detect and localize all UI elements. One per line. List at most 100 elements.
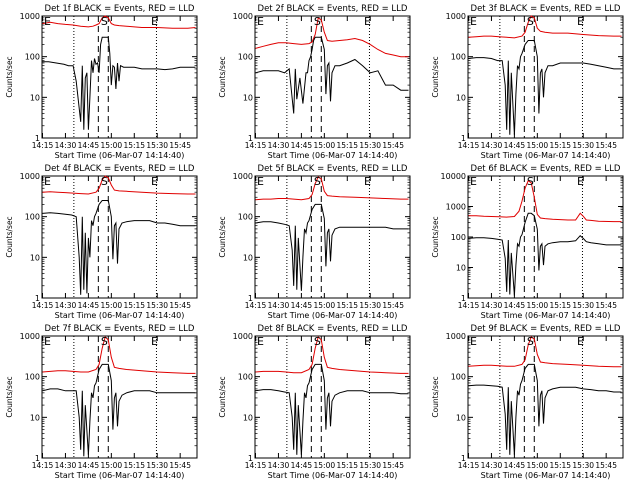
x-tick-label: 14:45 — [291, 301, 313, 310]
x-tick-label: 14:30 — [481, 301, 503, 310]
lld-series-line — [42, 175, 196, 195]
plot-frame — [41, 175, 198, 299]
y-axis-label: Counts/sec — [431, 376, 440, 417]
x-axis-label: Start Time (06-Mar-07 14:14:40) — [481, 151, 611, 160]
start-marker-label: S — [101, 175, 108, 188]
panel-9: Det 9f BLACK = Events, RED = LLD 1 10 100 10… — [431, 324, 624, 480]
panel-title: Det 8f BLACK = Events, RED = LLD — [258, 324, 408, 334]
x-tick-label: 15:00 — [101, 461, 123, 470]
y-tick-label: 100 — [238, 53, 253, 62]
y-tick-label: 1000 — [20, 172, 40, 181]
x-axis-label: Start Time (06-Mar-07 14:14:40) — [55, 471, 185, 480]
x-tick-label: 15:15 — [123, 461, 145, 470]
plot-frame — [41, 15, 198, 139]
plot-frame — [467, 335, 624, 459]
events-series-line — [468, 212, 622, 296]
x-tick-label: 14:15 — [458, 461, 480, 470]
start-marker-label: S — [314, 175, 321, 188]
panel-8: Det 8f BLACK = Events, RED = LLD 1 10 100 10… — [218, 324, 411, 480]
x-tick-label: 15:45 — [169, 461, 191, 470]
x-tick-label: 14:30 — [268, 141, 290, 150]
events-series-line — [42, 363, 196, 457]
x-tick-label: 15:00 — [101, 141, 123, 150]
x-axis-label: Start Time (06-Mar-07 14:14:40) — [55, 311, 185, 320]
y-tick-label: 10 — [456, 93, 466, 102]
y-tick-label: 100 — [25, 53, 40, 62]
x-tick-label: 14:45 — [291, 141, 313, 150]
x-tick-label: 15:00 — [314, 461, 336, 470]
x-tick-label: 14:15 — [32, 461, 54, 470]
x-tick-label: 14:30 — [481, 461, 503, 470]
end-marker-label: E — [44, 175, 51, 188]
y-tick-label: 100 — [451, 373, 466, 382]
y-tick-label: 10 — [456, 413, 466, 422]
x-tick-label: 15:45 — [595, 301, 617, 310]
start-marker-label: S — [101, 15, 108, 28]
y-tick-label: 1 — [248, 134, 253, 143]
x-tick-label: 14:30 — [55, 141, 77, 150]
x-tick-label: 15:00 — [314, 301, 336, 310]
x-tick-label: 15:15 — [549, 141, 571, 150]
x-tick-label: 15:45 — [595, 141, 617, 150]
x-tick-label: 14:30 — [55, 461, 77, 470]
x-tick-label: 14:45 — [78, 461, 100, 470]
end-marker-label: E — [364, 15, 371, 28]
y-tick-label: 1000 — [446, 12, 466, 21]
x-tick-label: 15:00 — [527, 301, 549, 310]
panel-title: Det 2f BLACK = Events, RED = LLD — [258, 4, 408, 14]
end-marker-label: E — [151, 15, 158, 28]
panel-4: Det 4f BLACK = Events, RED = LLD 1 10 100 10… — [5, 164, 198, 320]
start-marker-label: S — [314, 335, 321, 348]
x-tick-label: 15:00 — [527, 461, 549, 470]
end-marker-label: E — [151, 335, 158, 348]
lld-series-line — [468, 336, 622, 368]
x-tick-label: 14:45 — [291, 461, 313, 470]
x-tick-label: 14:30 — [268, 461, 290, 470]
y-tick-label: 100 — [25, 213, 40, 222]
end-marker-label: E — [577, 15, 584, 28]
x-tick-label: 14:30 — [55, 301, 77, 310]
lld-series-line — [42, 15, 196, 29]
x-tick-label: 14:45 — [504, 301, 526, 310]
x-tick-label: 14:30 — [481, 141, 503, 150]
x-tick-label: 15:45 — [382, 141, 404, 150]
y-tick-label: 1 — [248, 454, 253, 463]
y-axis-label: Counts/sec — [5, 376, 14, 417]
y-tick-label: 10 — [243, 253, 253, 262]
x-tick-label: 15:15 — [549, 301, 571, 310]
x-tick-label: 14:15 — [245, 461, 267, 470]
end-marker-label: E — [470, 15, 477, 28]
lld-series-line — [255, 335, 409, 374]
end-marker-label: E — [577, 175, 584, 188]
panel-title: Det 6f BLACK = Events, RED = LLD — [471, 164, 621, 174]
plot-frame — [41, 335, 198, 459]
x-tick-label: 14:45 — [78, 141, 100, 150]
panel-6: Det 6f BLACK = Events, RED = LLD 1 10 100 10… — [431, 164, 624, 320]
end-marker-label: E — [44, 15, 51, 28]
panel-title: Det 9f BLACK = Events, RED = LLD — [471, 324, 621, 334]
x-tick-label: 15:45 — [382, 301, 404, 310]
x-tick-label: 15:45 — [382, 461, 404, 470]
y-tick-label: 1000 — [446, 332, 466, 341]
lld-series-line — [255, 176, 409, 201]
events-series-line — [255, 363, 409, 455]
plot-frame — [467, 175, 624, 299]
x-axis-label: Start Time (06-Mar-07 14:14:40) — [268, 471, 398, 480]
y-tick-label: 10 — [30, 413, 40, 422]
y-tick-label: 100 — [451, 53, 466, 62]
x-tick-label: 15:30 — [146, 301, 168, 310]
y-tick-label: 10 — [243, 413, 253, 422]
x-tick-label: 15:30 — [146, 461, 168, 470]
start-marker-label: S — [527, 175, 534, 188]
y-tick-label: 1 — [35, 294, 40, 303]
x-tick-label: 14:30 — [268, 301, 290, 310]
lld-series-line — [255, 17, 409, 58]
panel-1: Det 1f BLACK = Events, RED = LLD 1 10 100 10… — [5, 4, 198, 160]
end-marker-label: E — [577, 335, 584, 348]
x-tick-label: 15:00 — [527, 141, 549, 150]
y-tick-label: 1 — [35, 454, 40, 463]
x-tick-label: 15:30 — [146, 141, 168, 150]
x-tick-label: 14:15 — [245, 301, 267, 310]
start-marker-label: S — [527, 335, 534, 348]
